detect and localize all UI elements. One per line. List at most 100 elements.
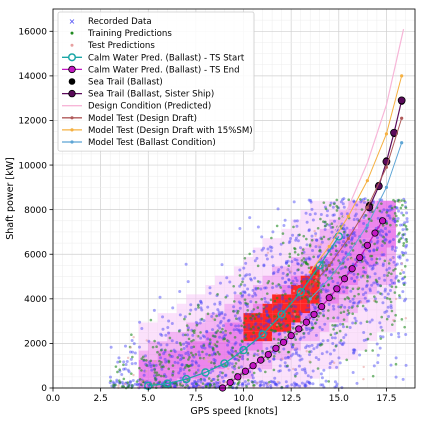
recorded-data-point [199,380,203,384]
heatmap-cell [338,266,349,276]
recorded-data-point [241,290,245,294]
y-tick-label: 4000 [24,295,47,305]
heatmap-cell [234,350,244,360]
heatmap-cell [357,322,368,332]
test-prediction-point [300,316,304,320]
recorded-data-point [199,300,203,304]
heatmap-cell [253,341,263,351]
recorded-data-point [362,238,366,242]
training-prediction-point [333,202,336,206]
recorded-data-point [214,380,218,384]
recorded-data-point [308,274,312,278]
heatmap-cell [348,210,358,220]
recorded-data-point [291,304,295,308]
recorded-data-point [368,275,372,279]
recorded-data-point [275,305,279,309]
training-prediction-point [252,331,255,335]
recorded-data-point [368,249,372,253]
heatmap-cell [386,219,396,229]
recorded-data-point [234,324,238,328]
training-prediction-point [140,369,143,372]
heatmap-cell [214,322,225,332]
test-prediction-point [146,382,150,385]
heatmap-cell [176,303,187,314]
recorded-data-point [211,328,215,332]
recorded-data-point [197,353,201,357]
training-prediction-point [375,248,379,252]
series-marker-3 [239,345,248,355]
recorded-data-point [327,303,331,307]
recorded-data-point [121,382,125,386]
training-prediction-point [339,311,343,314]
recorded-data-point [372,364,376,368]
heatmap-cell [319,210,330,220]
heatmap-cell [234,285,244,295]
training-prediction-point [182,356,185,360]
recorded-data-point [278,304,282,308]
recorded-data-point [382,208,386,212]
training-prediction-point [300,251,304,255]
recorded-data-point [277,369,281,373]
legend-handle-marker [68,78,76,85]
test-prediction-point [292,367,295,371]
recorded-data-point [196,368,200,372]
series-marker-4 [379,217,387,225]
recorded-data-point [273,351,277,355]
recorded-data-point [228,280,232,284]
recorded-data-point [109,345,113,349]
recorded-data-point [253,276,257,280]
training-prediction-point [339,339,343,342]
recorded-data-point [127,370,131,374]
recorded-data-point [331,213,335,217]
recorded-data-point [329,352,333,356]
training-prediction-point [233,300,236,303]
test-prediction-point [292,289,296,293]
recorded-data-point [378,321,382,325]
test-prediction-point [211,317,215,320]
recorded-data-point [363,270,367,274]
recorded-data-point [177,371,181,375]
training-prediction-point [315,302,319,306]
recorded-data-point [321,309,325,313]
series-marker-4 [279,338,288,346]
training-prediction-point [193,329,196,332]
recorded-data-point [393,249,397,253]
training-prediction-point [294,315,298,318]
recorded-data-point [128,380,132,384]
heatmap-cell [186,322,196,332]
recorded-data-point [393,219,397,223]
recorded-data-point [300,284,304,288]
recorded-data-point [267,318,271,322]
recorded-data-point [220,310,224,314]
y-tick-label: 12000 [18,117,47,127]
test-prediction-point [153,360,157,363]
training-prediction-point [197,304,200,307]
recorded-data-point [351,262,355,266]
training-prediction-point [366,198,370,202]
recorded-data-point [159,343,163,347]
training-prediction-point [351,249,355,252]
heatmap-cell [291,378,301,388]
training-prediction-point [252,371,256,375]
heatmap-cell [272,275,282,286]
heatmap-cell [348,256,358,267]
training-prediction-point [238,274,242,277]
heatmap-cell [367,256,377,267]
training-prediction-point [400,318,404,321]
training-prediction-point [386,274,389,277]
training-prediction-point [319,311,322,315]
recorded-data-point [251,294,255,298]
heatmap-cell [205,331,215,342]
training-prediction-point [156,350,159,354]
series-marker-9 [400,74,404,78]
recorded-data-point [226,350,230,354]
training-prediction-point [130,333,133,337]
training-prediction-point [279,286,283,289]
recorded-data-point [392,260,396,264]
recorded-data-point [285,384,289,388]
recorded-data-point [241,277,245,281]
series-marker-4 [295,325,303,333]
recorded-data-point [258,380,262,384]
recorded-data-point [266,385,270,389]
training-prediction-point [323,224,327,228]
